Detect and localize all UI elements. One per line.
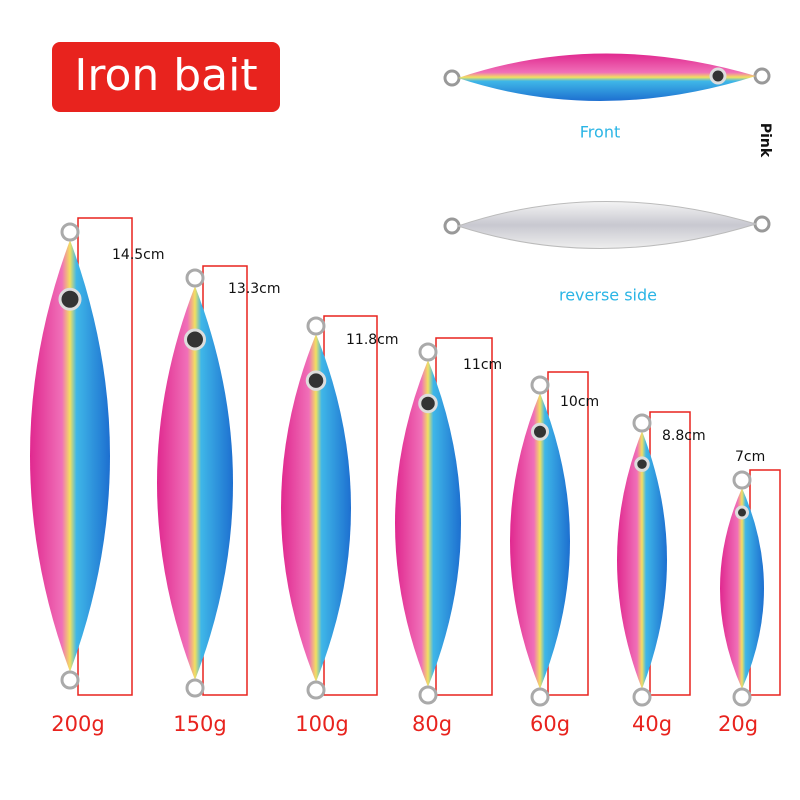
weight-label: 40g (632, 712, 672, 736)
lure: 13.3cm 150g (157, 265, 281, 736)
ring (418, 342, 438, 362)
ring (732, 470, 752, 490)
weight-label: 200g (51, 712, 104, 736)
lure-body (510, 393, 570, 689)
weight-label: 20g (718, 712, 758, 736)
ring (185, 678, 205, 698)
length-label: 11.8cm (346, 332, 399, 348)
eye (735, 505, 749, 520)
ring (306, 316, 326, 336)
reverse-lure (443, 201, 771, 249)
lure-body (157, 286, 233, 680)
lure: 10cm 60g (510, 371, 599, 736)
lure-body (617, 431, 667, 689)
color-name: Pink (757, 123, 773, 158)
title: Iron bait (74, 50, 257, 101)
weight-label: 60g (530, 712, 570, 736)
lure: 7cm 20g (718, 449, 781, 736)
lure-body (395, 360, 461, 687)
front-lure (443, 53, 771, 102)
lure-body (720, 488, 764, 689)
ring (418, 685, 438, 705)
weight-label: 80g (412, 712, 452, 736)
lure: 11cm 80g (395, 337, 502, 736)
weight-label: 150g (173, 712, 226, 736)
lure-list: 14.5cm 200g 13.3cm 150g 11.8cm 100g 11cm 80g 10c… (30, 217, 781, 736)
length-label: 7cm (735, 449, 765, 465)
length-label: 8.8cm (662, 428, 706, 444)
length-label: 11cm (463, 357, 502, 373)
lure-body (30, 240, 110, 672)
weight-label: 100g (295, 712, 348, 736)
ring (306, 680, 326, 700)
eye (634, 456, 650, 472)
ring (530, 375, 550, 395)
title-badge (52, 42, 280, 112)
ring (530, 687, 550, 707)
length-label: 14.5cm (112, 247, 165, 263)
lure: 11.8cm 100g (281, 315, 399, 736)
ring (60, 222, 80, 242)
ring (632, 413, 652, 433)
eye (184, 328, 206, 351)
front-label: Front (580, 123, 620, 142)
eye (418, 393, 438, 414)
reverse-label: reverse side (559, 286, 657, 305)
lure: 14.5cm 200g (30, 217, 165, 736)
eye (58, 287, 82, 311)
eye (531, 422, 549, 441)
ring (185, 268, 205, 288)
length-label: 13.3cm (228, 281, 281, 297)
ring (632, 687, 652, 707)
ring (60, 670, 80, 690)
length-label: 10cm (560, 394, 599, 410)
lure: 8.8cm 40g (617, 411, 706, 736)
eye (305, 370, 327, 391)
lure-body (281, 334, 351, 682)
ring (732, 687, 752, 707)
